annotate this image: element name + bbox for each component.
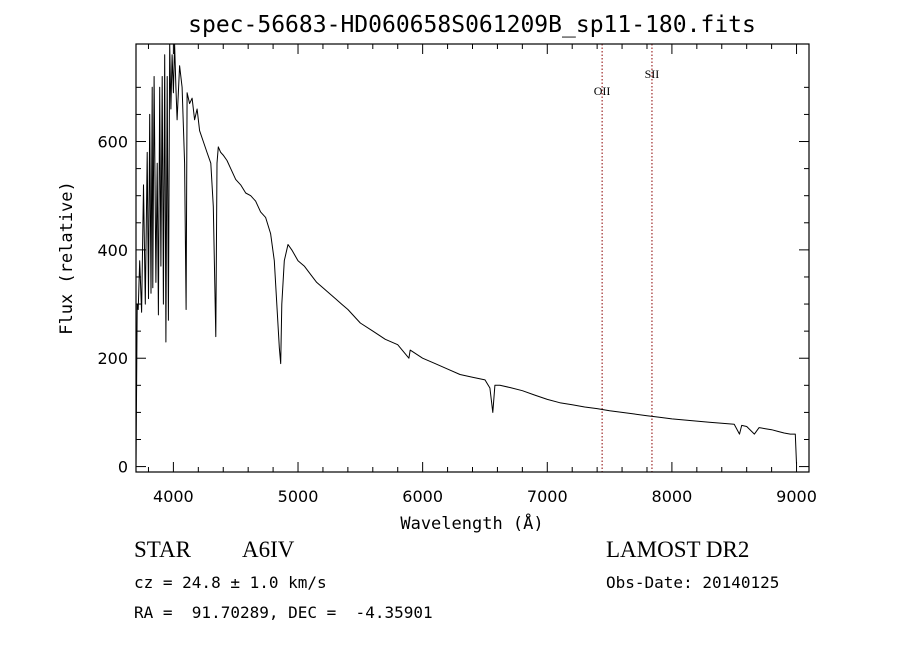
obs-date-text: Obs-Date: 20140125 <box>606 573 780 592</box>
redshift-text: cz = 24.8 ± 1.0 km/s <box>134 573 327 592</box>
x-tick-label: 7000 <box>527 487 568 506</box>
y-tick-label: 600 <box>97 133 128 152</box>
x-tick-label: 4000 <box>153 487 194 506</box>
y-tick-label: 200 <box>97 349 128 368</box>
y-axis-label: Flux (relative) <box>57 181 77 335</box>
plot-frame <box>135 43 810 473</box>
chart-title: spec-56683-HD060658S061209B_sp11-180.fit… <box>188 12 756 38</box>
annotation-label-sii: SII <box>645 67 660 81</box>
y-tick-label: 400 <box>97 241 128 260</box>
x-tick-label: 5000 <box>278 487 319 506</box>
y-tick-label: 0 <box>118 458 128 477</box>
line-annotations: OII SII <box>594 44 660 472</box>
object-subclass: A6IV <box>242 537 295 562</box>
y-axis: 0 200 400 600 <box>97 86 809 477</box>
x-axis: 4000 5000 6000 7000 8000 9000 <box>147 44 817 506</box>
spectrum-line-0 <box>135 43 797 467</box>
coordinates-text: RA = 91.70289, DEC = -4.35901 <box>134 603 433 622</box>
annotation-label-oii: OII <box>594 84 611 98</box>
x-tick-label: 8000 <box>652 487 693 506</box>
object-class: STAR <box>134 537 191 562</box>
x-tick-label: 9000 <box>776 487 817 506</box>
survey-name: LAMOST DR2 <box>606 537 750 562</box>
x-tick-label: 6000 <box>402 487 443 506</box>
series-layer <box>135 43 797 467</box>
x-axis-label: Wavelength (Å) <box>400 512 543 534</box>
